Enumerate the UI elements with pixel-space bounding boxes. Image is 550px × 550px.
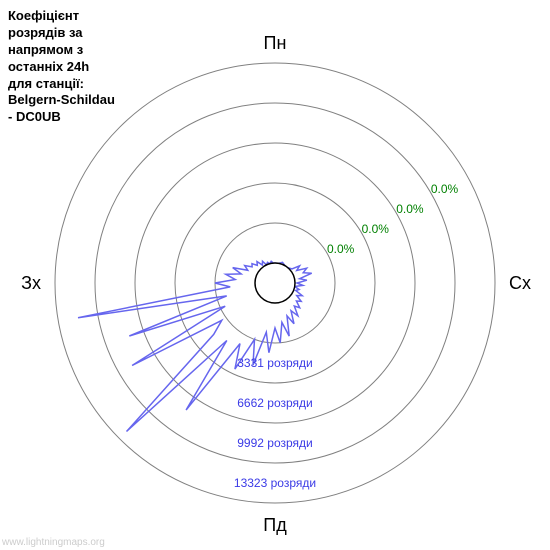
discharge-label: 6662 розряди — [237, 396, 313, 410]
footer-credit: www.lightningmaps.org — [2, 537, 105, 548]
discharge-label: 3331 розряди — [237, 356, 313, 370]
cardinal-east: Сх — [509, 273, 531, 293]
pct-label: 0.0% — [431, 182, 459, 196]
cardinal-west: Зх — [21, 273, 41, 293]
pct-label: 0.0% — [327, 242, 355, 256]
discharge-label: 9992 розряди — [237, 436, 313, 450]
discharge-label: 13323 розряди — [234, 476, 316, 490]
pct-label: 0.0% — [362, 222, 390, 236]
cardinal-south: Пд — [263, 515, 287, 535]
cardinal-north: Пн — [264, 33, 287, 53]
chart-title: Коефіцієнт розрядів за напрямом з останн… — [8, 8, 115, 126]
pct-label: 0.0% — [396, 202, 424, 216]
